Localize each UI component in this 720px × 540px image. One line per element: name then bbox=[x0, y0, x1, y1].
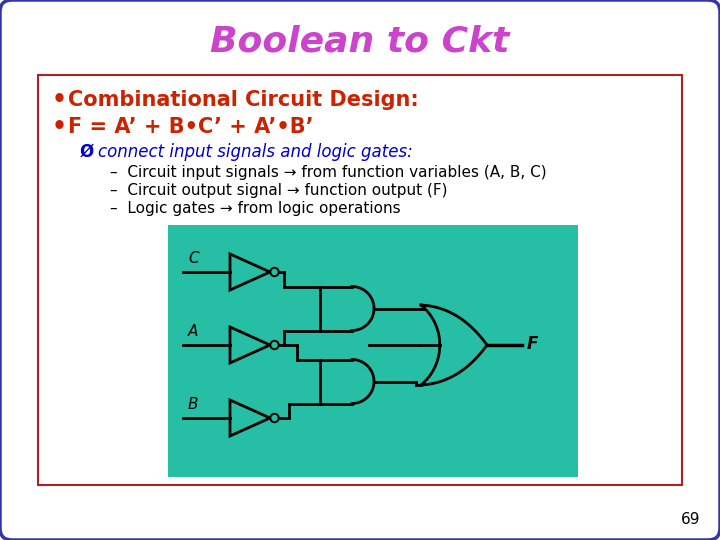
Text: F: F bbox=[527, 335, 539, 353]
Circle shape bbox=[270, 267, 279, 276]
Circle shape bbox=[270, 341, 279, 349]
Text: F = A’ + B•C’ + A’•B’: F = A’ + B•C’ + A’•B’ bbox=[68, 117, 314, 137]
Text: Boolean to Ckt: Boolean to Ckt bbox=[210, 25, 510, 59]
Text: •: • bbox=[52, 88, 67, 112]
Text: 69: 69 bbox=[680, 512, 700, 528]
Text: –  Circuit output signal → function output (F): – Circuit output signal → function outpu… bbox=[110, 184, 448, 199]
Text: –  Logic gates → from logic operations: – Logic gates → from logic operations bbox=[110, 201, 400, 217]
Circle shape bbox=[272, 342, 277, 348]
Text: Ø: Ø bbox=[80, 143, 94, 161]
Text: –  Circuit input signals → from function variables (A, B, C): – Circuit input signals → from function … bbox=[110, 165, 546, 180]
Text: connect input signals and logic gates:: connect input signals and logic gates: bbox=[98, 143, 413, 161]
Circle shape bbox=[272, 415, 277, 421]
FancyBboxPatch shape bbox=[38, 75, 682, 485]
Circle shape bbox=[270, 414, 279, 422]
Text: C: C bbox=[188, 251, 199, 266]
Circle shape bbox=[272, 269, 277, 274]
Text: •: • bbox=[52, 115, 67, 139]
Text: Combinational Circuit Design:: Combinational Circuit Design: bbox=[68, 90, 419, 110]
Text: B: B bbox=[188, 397, 199, 412]
Text: A: A bbox=[188, 324, 199, 339]
FancyBboxPatch shape bbox=[168, 225, 578, 477]
